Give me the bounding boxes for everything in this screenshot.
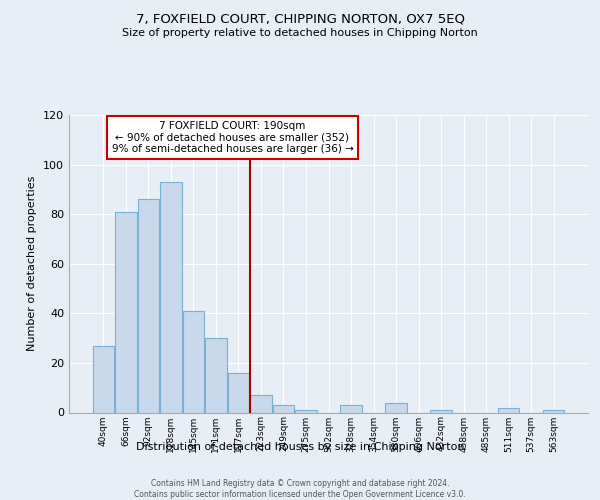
Text: Contains public sector information licensed under the Open Government Licence v3: Contains public sector information licen… — [134, 490, 466, 499]
Bar — [340, 405, 362, 412]
Bar — [273, 405, 294, 412]
Bar — [92, 346, 114, 412]
Text: 7, FOXFIELD COURT, CHIPPING NORTON, OX7 5EQ: 7, FOXFIELD COURT, CHIPPING NORTON, OX7 … — [136, 12, 464, 26]
Bar — [295, 410, 317, 412]
Bar — [430, 410, 452, 412]
Bar — [385, 402, 407, 412]
Bar — [205, 338, 227, 412]
Bar — [250, 395, 272, 412]
Bar — [498, 408, 520, 412]
Bar — [160, 182, 182, 412]
Text: Size of property relative to detached houses in Chipping Norton: Size of property relative to detached ho… — [122, 28, 478, 38]
Text: Distribution of detached houses by size in Chipping Norton: Distribution of detached houses by size … — [136, 442, 464, 452]
Text: 7 FOXFIELD COURT: 190sqm
← 90% of detached houses are smaller (352)
9% of semi-d: 7 FOXFIELD COURT: 190sqm ← 90% of detach… — [112, 121, 353, 154]
Bar — [182, 311, 204, 412]
Y-axis label: Number of detached properties: Number of detached properties — [28, 176, 37, 352]
Bar — [543, 410, 565, 412]
Bar — [137, 200, 159, 412]
Bar — [115, 212, 137, 412]
Bar — [228, 373, 249, 412]
Text: Contains HM Land Registry data © Crown copyright and database right 2024.: Contains HM Land Registry data © Crown c… — [151, 478, 449, 488]
